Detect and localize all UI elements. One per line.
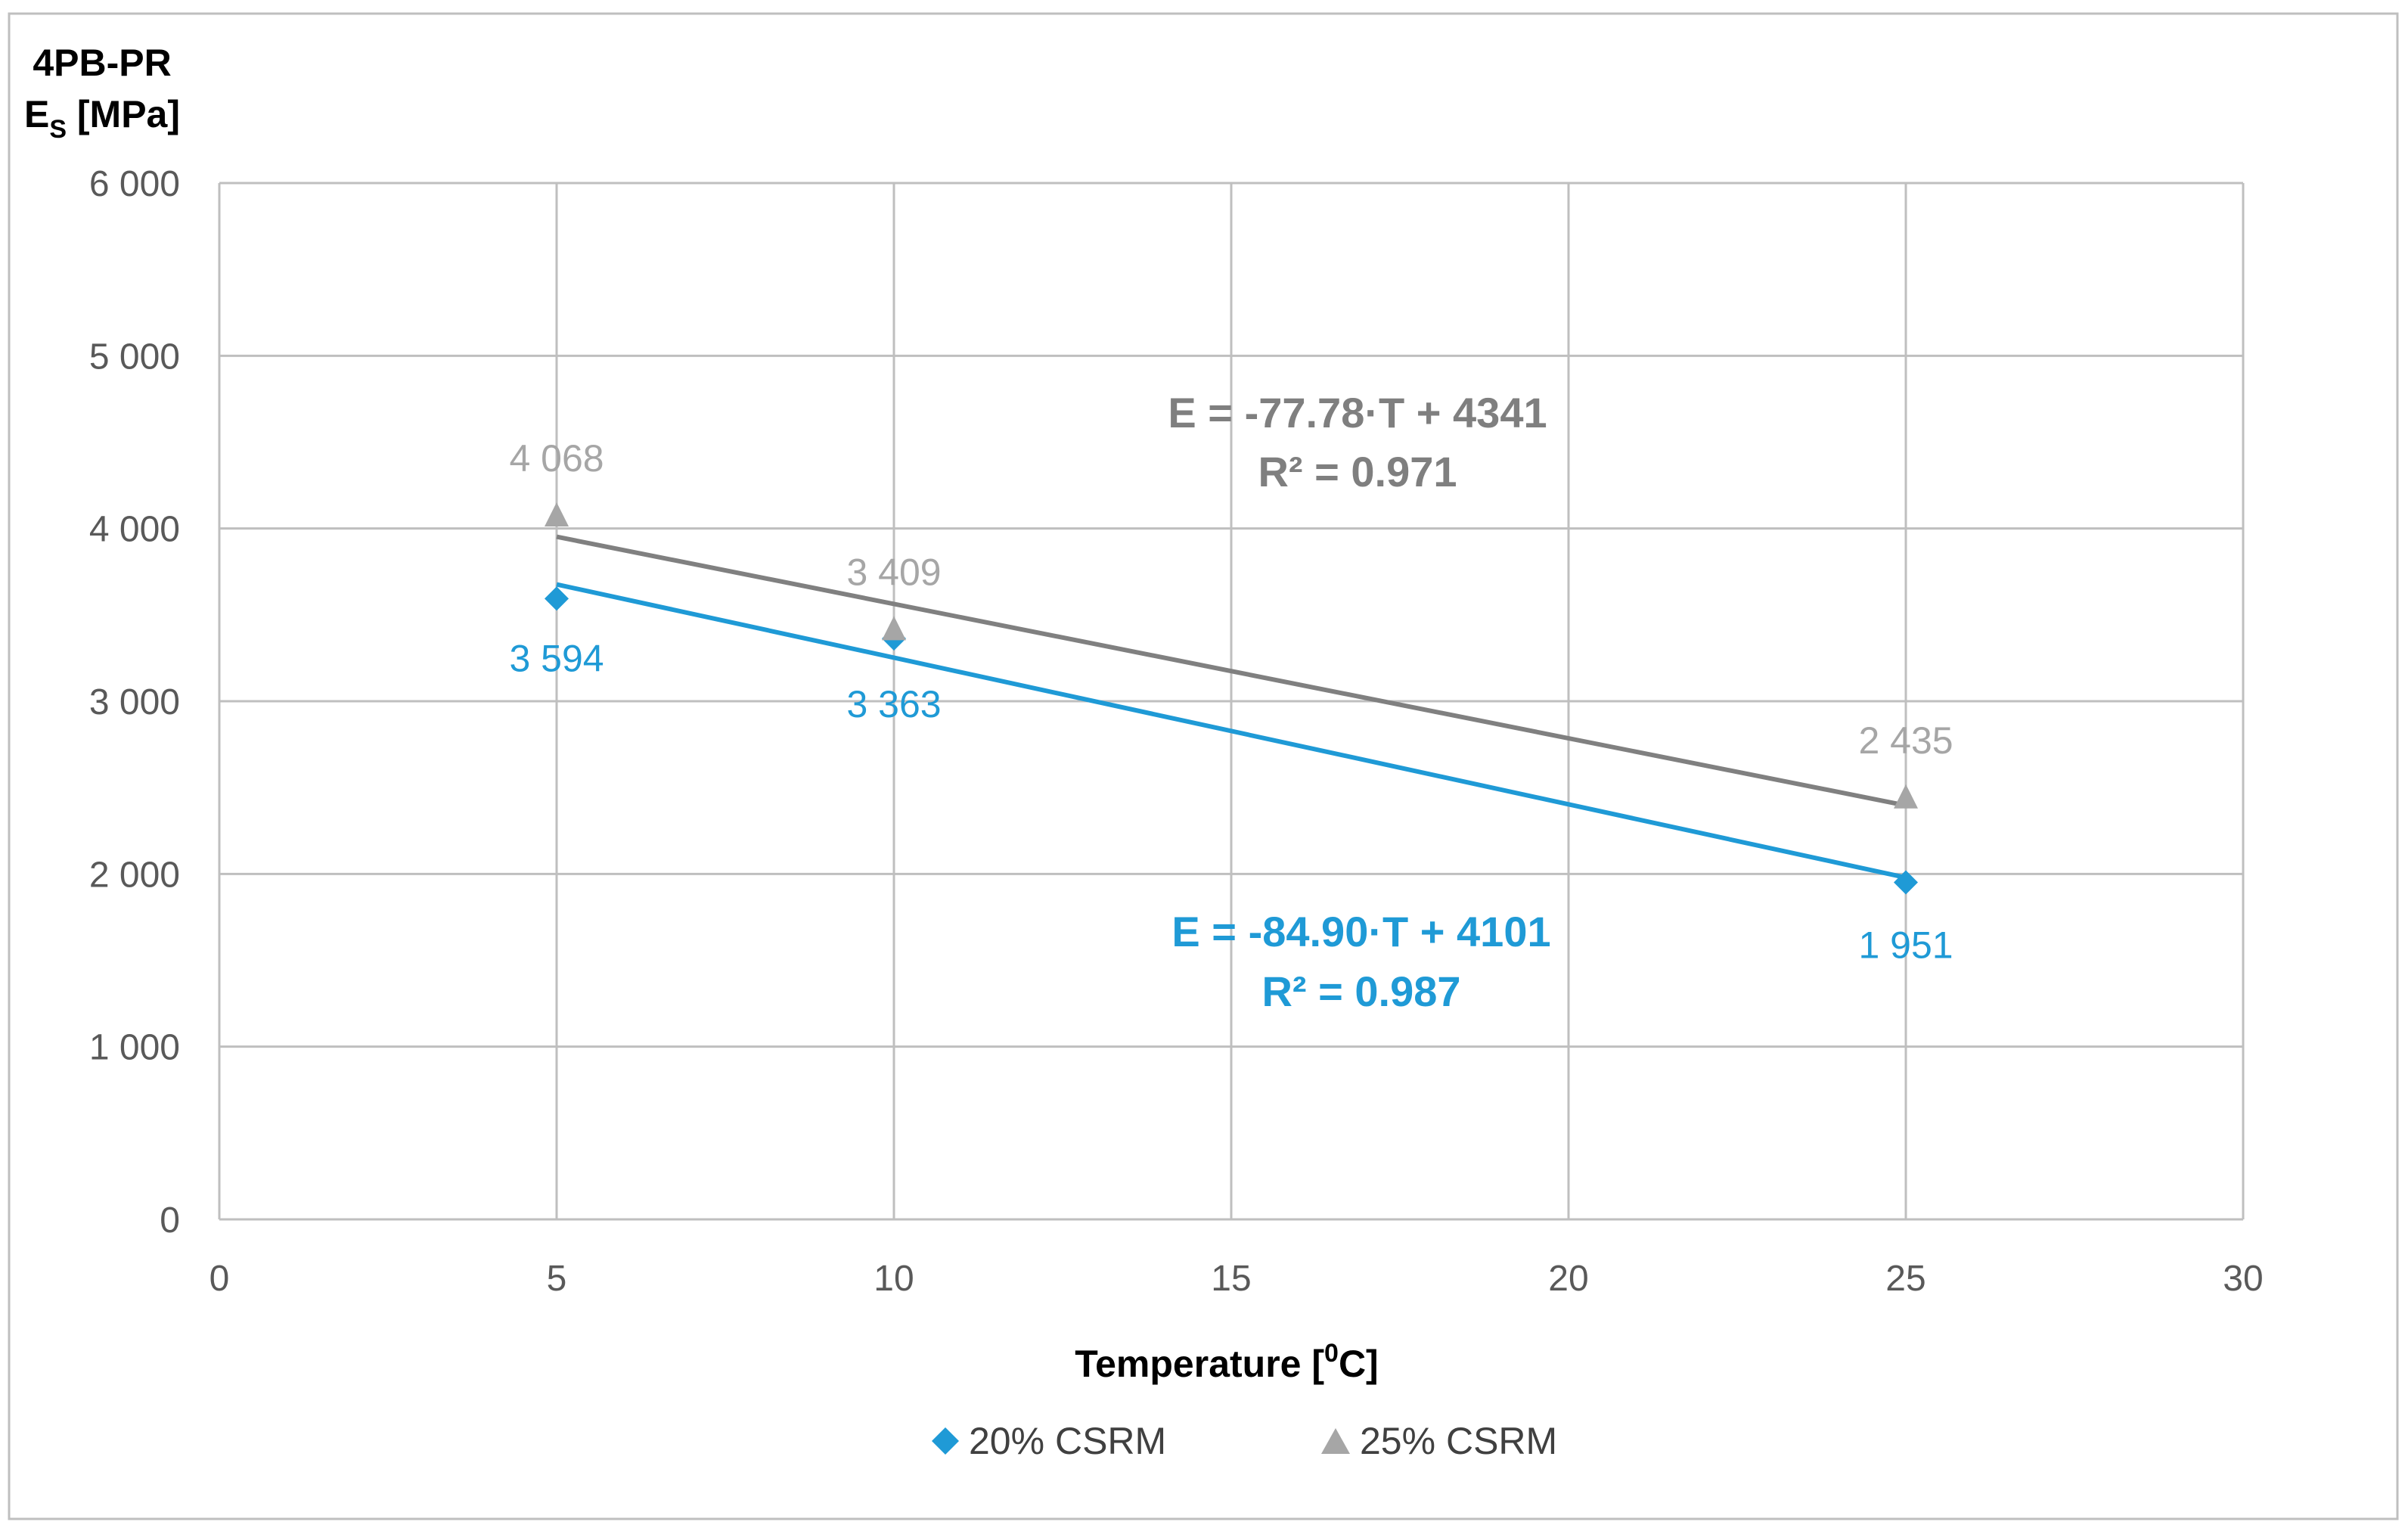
legend-label-20-csrm: 20% CSRM [969, 1420, 1166, 1462]
trendlines [556, 534, 1907, 880]
y-tick-label: 6 000 [89, 164, 180, 204]
x-tick-label: 10 [874, 1259, 914, 1299]
x-tick-label: 30 [2223, 1259, 2263, 1299]
r2-20-csrm: R² = 0.987 [1261, 967, 1460, 1015]
equation-20-csrm: E = -84.90·T + 4101 [1171, 908, 1550, 955]
x-axis-title: Temperature [0C] [1075, 1339, 1378, 1385]
legend: 20% CSRM 25% CSRM [932, 1420, 1557, 1462]
x-tick-label: 25 [1885, 1259, 1925, 1299]
data-label-25-csrm: 2 435 [1858, 719, 1953, 762]
y-tick-label: 4 000 [89, 510, 180, 550]
marker-20-csrm [545, 586, 569, 611]
data-labels: 3 594 3 363 1 951 4 068 3 409 2 435 [509, 437, 1953, 966]
x-tick-label: 15 [1211, 1259, 1251, 1299]
legend-marker-20-csrm [932, 1427, 959, 1455]
data-label-20-csrm: 3 594 [509, 637, 604, 679]
y-axis-title-symbol: E [24, 93, 49, 135]
x-tick-label: 5 [547, 1259, 567, 1299]
data-markers [545, 502, 1918, 895]
marker-25-csrm [545, 502, 569, 526]
y-axis-title-line2: ES [MPa] [24, 93, 180, 144]
x-axis-title-superscript: 0 [1324, 1339, 1339, 1368]
chart-frame [8, 12, 2399, 1520]
y-tick-label: 1 000 [89, 1028, 180, 1068]
marker-25-csrm [1894, 784, 1918, 809]
legend-marker-25-csrm [1321, 1428, 1350, 1454]
x-tick-label: 0 [209, 1259, 230, 1299]
y-tick-label: 0 [160, 1200, 180, 1241]
y-tick-label: 5 000 [89, 337, 180, 377]
r2-25-csrm: R² = 0.971 [1258, 448, 1457, 495]
x-axis-title-main: Temperature [ [1075, 1343, 1324, 1385]
data-label-20-csrm: 3 363 [846, 683, 941, 725]
y-tick-label: 3 000 [89, 682, 180, 722]
legend-label-25-csrm: 25% CSRM [1360, 1420, 1557, 1462]
marker-25-csrm [882, 616, 906, 641]
trendline-25-csrm [556, 534, 1907, 808]
data-label-20-csrm: 1 951 [1858, 924, 1953, 967]
y-tick-label: 2 000 [89, 855, 180, 895]
x-axis-title-tail: C] [1339, 1343, 1379, 1385]
x-tick-label: 20 [1548, 1259, 1588, 1299]
trendline-20-csrm [556, 582, 1907, 880]
tick-labels: 0 1 000 2 000 3 000 4 000 5 000 6 000 0 5 10 15 20 2… [89, 164, 2264, 1299]
data-label-25-csrm: 3 409 [846, 551, 941, 594]
y-axis-title-subscript: S [49, 115, 67, 144]
equation-25-csrm: E = -77.78·T + 4341 [1168, 389, 1547, 436]
y-axis-title-line1: 4PB-PR [33, 42, 171, 84]
y-axis-title-unit: [MPa] [67, 93, 180, 135]
gridlines [218, 182, 2245, 1221]
marker-20-csrm [1894, 870, 1918, 895]
data-label-25-csrm: 4 068 [509, 437, 604, 480]
